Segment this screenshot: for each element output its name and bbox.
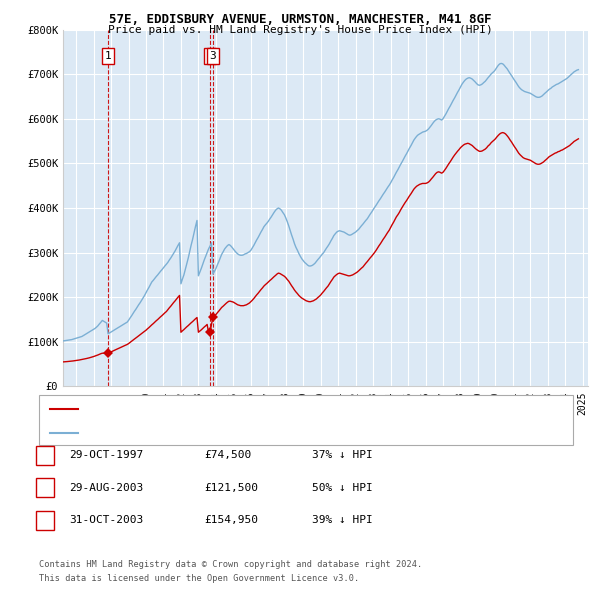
Text: Contains HM Land Registry data © Crown copyright and database right 2024.: Contains HM Land Registry data © Crown c…	[39, 560, 422, 569]
Text: 1: 1	[104, 51, 112, 61]
Text: Price paid vs. HM Land Registry's House Price Index (HPI): Price paid vs. HM Land Registry's House …	[107, 25, 493, 35]
Text: HPI: Average price, detached house, Trafford: HPI: Average price, detached house, Traf…	[84, 428, 337, 437]
Text: 2: 2	[206, 51, 214, 61]
Text: £74,500: £74,500	[204, 451, 251, 460]
Text: 31-OCT-2003: 31-OCT-2003	[69, 516, 143, 525]
Text: 3: 3	[209, 51, 216, 61]
Text: This data is licensed under the Open Government Licence v3.0.: This data is licensed under the Open Gov…	[39, 574, 359, 583]
Text: 57E, EDDISBURY AVENUE, URMSTON, MANCHESTER, M41 8GF (detached house): 57E, EDDISBURY AVENUE, URMSTON, MANCHEST…	[84, 405, 475, 414]
Text: 2: 2	[41, 483, 49, 493]
Text: 57E, EDDISBURY AVENUE, URMSTON, MANCHESTER, M41 8GF: 57E, EDDISBURY AVENUE, URMSTON, MANCHEST…	[109, 13, 491, 26]
Text: £121,500: £121,500	[204, 483, 258, 493]
Text: 37% ↓ HPI: 37% ↓ HPI	[312, 451, 373, 460]
Text: 50% ↓ HPI: 50% ↓ HPI	[312, 483, 373, 493]
Text: 39% ↓ HPI: 39% ↓ HPI	[312, 516, 373, 525]
Text: 3: 3	[41, 516, 49, 525]
Text: £154,950: £154,950	[204, 516, 258, 525]
Text: 29-OCT-1997: 29-OCT-1997	[69, 451, 143, 460]
Text: 1: 1	[41, 451, 49, 460]
Text: 29-AUG-2003: 29-AUG-2003	[69, 483, 143, 493]
